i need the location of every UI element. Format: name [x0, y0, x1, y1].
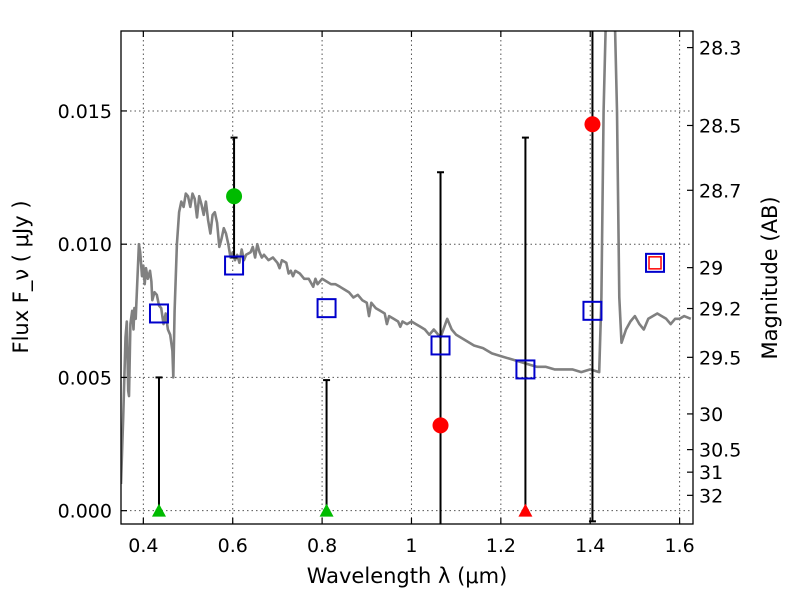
upper-limit-marker [151, 503, 166, 517]
mag-tick-label: 29.5 [699, 347, 741, 369]
plot-area [121, 31, 692, 524]
model-point-marker [515, 359, 536, 380]
x-tick-label: 1.4 [575, 535, 605, 557]
model-point-marker [148, 303, 169, 324]
x-tick-label: 0.6 [218, 535, 248, 557]
model-point-marker [430, 335, 451, 356]
ticks: 0.4 0.6 0.8 1 1.2 1.4 1.6 0.000 0.005 0.010 0.015 2… [58, 31, 741, 557]
model-point-marker [582, 300, 603, 321]
mag-tick-label: 31 [699, 462, 723, 484]
x-tick-label: 1.2 [486, 535, 516, 557]
x-tick-label: 1 [405, 535, 417, 557]
detection-marker [584, 116, 601, 133]
x-tick-label: 0.4 [128, 535, 158, 557]
upper-limit-marker [518, 503, 533, 517]
model-point-marker [224, 255, 245, 276]
mag-tick-label: 28.5 [699, 115, 741, 137]
y-tick-label: 0.000 [58, 501, 112, 523]
y-tick-label: 0.015 [58, 101, 112, 123]
grid [121, 31, 693, 524]
mag-tick-label: 29.2 [699, 299, 741, 321]
y-tick-label: 0.005 [58, 367, 112, 389]
detection-marker [432, 417, 449, 434]
mag-tick-label: 29 [699, 258, 723, 280]
x-axis-title: Wavelength λ (μm) [307, 564, 508, 588]
model-spectrum-line [121, 31, 692, 485]
mag-tick-label: 28.3 [699, 38, 741, 60]
model-point-marker [645, 252, 666, 273]
detection-marker [226, 188, 243, 205]
model-point-marker [316, 298, 337, 319]
plot-frame [120, 30, 694, 525]
mag-tick-label: 30 [699, 404, 723, 426]
x-tick-label: 0.8 [307, 535, 337, 557]
mag-tick-label: 28.7 [699, 180, 741, 202]
upper-limit-marker [319, 503, 334, 517]
right-axis-title: Magnitude (AB) [758, 196, 782, 359]
mag-tick-label: 32 [699, 485, 723, 507]
y-axis-title: Flux F_ν ( μJy ) [9, 200, 34, 353]
mag-tick-label: 30.5 [699, 440, 741, 462]
x-tick-label: 1.6 [664, 535, 694, 557]
red-square-marker [648, 256, 662, 270]
y-tick-label: 0.010 [58, 234, 112, 256]
